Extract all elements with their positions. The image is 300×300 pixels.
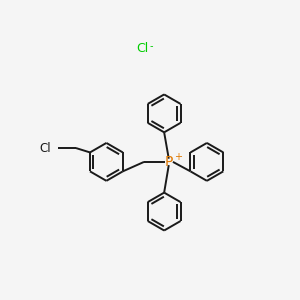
Text: P: P [165,155,173,169]
Text: Cl: Cl [136,42,149,55]
Text: Cl: Cl [39,142,51,154]
Text: +: + [174,152,182,162]
Text: -: - [150,41,153,51]
